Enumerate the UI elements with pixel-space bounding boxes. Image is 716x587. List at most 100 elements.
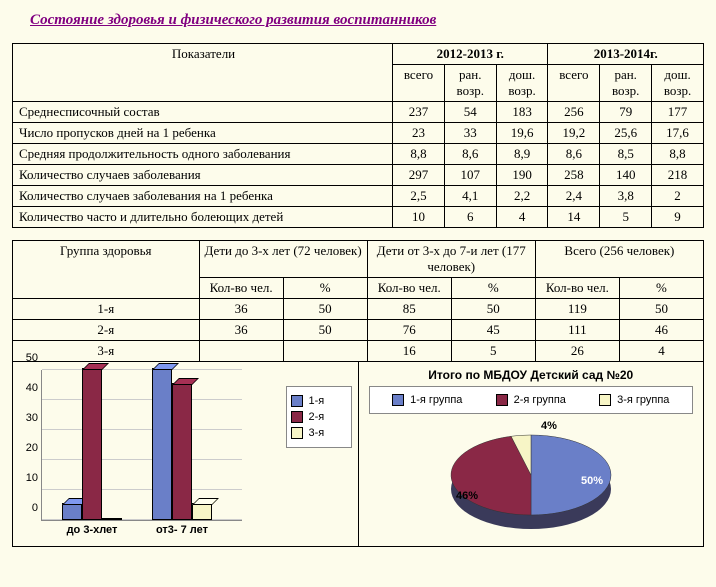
bar [152,368,172,520]
cell: 19,2 [548,123,600,144]
cell [283,341,367,362]
cell: 2 [652,186,704,207]
pie-slice-label: 4% [541,420,557,432]
cell: 54 [444,102,496,123]
cell: 23 [393,123,445,144]
table-row: Число пропусков дней на 1 ребенка2333 19,… [13,123,704,144]
cell: 10 [393,207,445,228]
legend-label: 1-я [309,395,325,407]
pie-legend: 1-я группа 2-я группа 3-я группа [369,386,694,414]
cell: 76 [367,320,451,341]
cell: 256 [548,102,600,123]
bar-chart: 01020304050до 3-хлетот3- 7 лет 1-я2-я3-я [13,362,359,546]
cell: 8,6 [548,144,600,165]
cell: 45 [451,320,535,341]
pie-svg [421,420,641,540]
cell: 3,8 [600,186,652,207]
sub-count-2: Кол-во чел. [367,278,451,299]
cell: 26 [535,341,619,362]
cell: 297 [393,165,445,186]
cell: 36 [199,299,283,320]
legend-item: 2-я группа [496,394,566,406]
cell: 177 [652,102,704,123]
cell: 50 [283,299,367,320]
sub-pct-2: % [451,278,535,299]
cell: 50 [283,320,367,341]
cell: 8,6 [444,144,496,165]
health-groups-table: Группа здоровья Дети до 3-х лет (72 чело… [12,240,704,362]
table-row: Количество случаев заболевания297107190 2… [13,165,704,186]
col-year2: 2013-2014г. [548,44,704,65]
cell: 8,5 [600,144,652,165]
row-label: 3-я [13,341,200,362]
cell: 85 [367,299,451,320]
table-row: 1-я3650855011950 [13,299,704,320]
y-tick: 0 [20,502,38,514]
cell: 4 [496,207,548,228]
cell: 2,4 [548,186,600,207]
legend-label: 2-я [309,411,325,423]
cell: 5 [451,341,535,362]
cell: 4,1 [444,186,496,207]
table-row: Среднесписочный состав2375418325679177 [13,102,704,123]
cell: 107 [444,165,496,186]
cell: 140 [600,165,652,186]
bar-legend: 1-я 2-я 3-я [286,386,352,448]
row-label: 1-я [13,299,200,320]
y-tick: 50 [20,352,38,364]
bar [82,368,102,520]
cell: 50 [619,299,703,320]
sub-pct-3: % [619,278,703,299]
cell [199,341,283,362]
cell: 25,6 [600,123,652,144]
sub-total-1: всего [393,65,445,102]
table-row: Средняя продолжительность одного заболев… [13,144,704,165]
cell: 111 [535,320,619,341]
legend-label: 1-я группа [410,394,462,406]
cell: 2,2 [496,186,548,207]
sub-presch-1: дош. возр. [496,65,548,102]
bar [62,503,82,520]
cell: 119 [535,299,619,320]
sub-total-2: всего [548,65,600,102]
table-row: Количество часто и длительно болеющих де… [13,207,704,228]
pie-slice-label: 46% [456,490,478,502]
col-under3: Дети до 3-х лет (72 человек) [199,241,367,278]
table-row: 2-я3650764511146 [13,320,704,341]
legend-swatch [291,411,303,423]
cell: 46 [619,320,703,341]
page-title: Состояние здоровья и физического развити… [30,12,704,29]
cell: 33 [444,123,496,144]
table-row: 3-я165264 [13,341,704,362]
cell: 218 [652,165,704,186]
y-tick: 40 [20,382,38,394]
cell: 50 [451,299,535,320]
legend-item: 2-я [291,411,347,423]
row-label: Число пропусков дней на 1 ребенка [13,123,393,144]
sub-count-3: Кол-во чел. [535,278,619,299]
x-category: до 3-хлет [62,524,122,536]
cell: 190 [496,165,548,186]
row-label: 2-я [13,320,200,341]
col-group: Группа здоровья [13,241,200,299]
sub-early-1: ран. возр. [444,65,496,102]
y-tick: 10 [20,472,38,484]
legend-label: 3-я [309,427,325,439]
cell: 79 [600,102,652,123]
legend-item: 1-я группа [392,394,462,406]
bar [192,503,212,520]
pie-chart: Итого по МБДОУ Детский сад №20 1-я групп… [359,362,704,546]
sub-count-1: Кол-во чел. [199,278,283,299]
legend-swatch [599,394,611,406]
row-label: Среднесписочный состав [13,102,393,123]
cell: 8,8 [652,144,704,165]
cell: 8,8 [393,144,445,165]
col-indicators: Показатели [13,44,393,102]
row-label: Количество случаев заболевания на 1 ребе… [13,186,393,207]
legend-label: 3-я группа [617,394,669,406]
legend-item: 3-я группа [599,394,669,406]
legend-swatch [291,427,303,439]
row-label: Количество случаев заболевания [13,165,393,186]
col-3to7: Дети от 3-х до 7-и лет (177 человек) [367,241,535,278]
cell: 16 [367,341,451,362]
